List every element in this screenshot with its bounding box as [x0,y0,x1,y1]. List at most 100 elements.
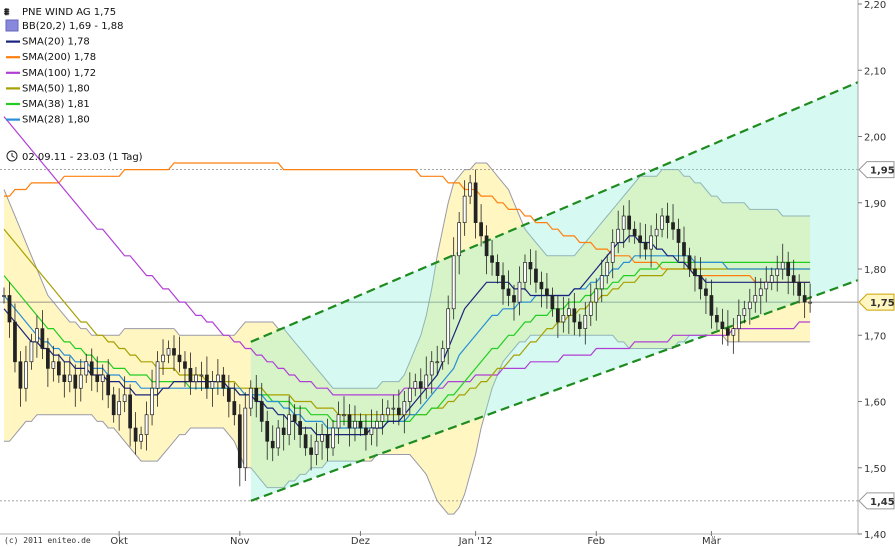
legend-item: SMA(50) 1,80 [6,83,90,94]
sma28-line [3,255,811,429]
candle [314,422,319,466]
candle [89,348,94,391]
last-price-tag-label: 1,75 [870,298,895,309]
candle-body [808,301,812,304]
candle [665,202,670,239]
candle [424,356,429,399]
candle [95,356,100,393]
candle-body [654,228,659,237]
candle [35,315,39,358]
candle-body [46,348,50,369]
candle-body [687,255,692,270]
legend-item: SMA(200) 1,78 [6,52,96,63]
candle [46,337,50,387]
candle-body [78,374,83,389]
grid-lines [0,169,858,502]
candle-body [446,308,451,349]
candle [78,359,83,402]
candle-body [473,182,478,223]
candle-body [13,321,17,363]
candle-body [775,268,780,276]
reference-tag-box [858,492,895,510]
candle [671,204,675,240]
candle [353,405,357,442]
candle-body [342,414,346,417]
y-tick-label: 2,00 [864,133,886,144]
candle-body [194,374,198,382]
candle-body [643,242,648,250]
x-tick-label: Mär [702,536,722,547]
bollinger-lower-line [4,334,811,515]
candle [599,259,604,303]
candle-body [292,414,297,422]
candle [161,339,165,375]
candle-body [424,374,429,389]
candle-body [731,328,736,336]
candle-body [435,361,440,364]
candle-body [276,427,281,449]
candle-body [758,288,763,296]
candle [797,274,802,304]
candle [539,271,544,308]
candle [698,257,703,300]
candle-body [155,361,160,389]
candle [802,282,807,319]
candle [791,259,796,296]
candle-body [29,341,34,363]
candle-body [512,295,516,303]
candle [342,396,346,426]
candle [396,389,401,426]
candle [605,254,610,284]
candle-body [462,195,467,223]
candle [259,382,264,432]
candle-body [671,222,675,230]
candle-body [501,275,505,290]
candle [237,404,242,487]
candle [369,409,374,446]
candle-body [451,255,456,310]
candle-body [764,281,769,290]
legend-label: SMA(28) 1,80 [22,115,90,126]
y-tick-label: 1,90 [864,199,886,210]
candle [704,278,708,315]
candle [183,351,187,387]
candle-body [331,427,335,449]
candle-body [375,421,379,429]
candle-body [610,242,615,263]
candle [561,296,566,333]
candle [111,386,116,423]
candle [375,410,379,447]
candle [106,359,111,409]
candle [572,292,577,336]
candle-body [523,262,527,283]
candle-body [111,394,116,416]
legend-label: SMA(38) 1,81 [22,99,90,110]
candle-body [495,262,500,276]
candle [309,434,313,471]
y-axis: 2,20 2,10 2,00 1,90 1,80 1,70 1,60 1,50 1,40 1,95… [857,0,895,547]
candle-body [704,288,708,296]
candle-body [166,348,171,356]
candle-body [62,374,67,382]
candle [769,267,774,291]
candle-body [270,440,275,449]
legend-label: SMA(50) 1,80 [22,83,90,94]
candle [588,283,593,326]
candle-body [210,381,215,389]
y-tick-label: 1,80 [864,265,886,276]
candle [621,205,626,248]
candle-body [769,275,774,283]
candle-body [726,328,730,336]
candle [243,392,248,481]
candle [303,426,308,456]
candle-body [161,354,165,363]
legend-label: SMA(200) 1,78 [22,52,96,63]
sma50-line [3,228,811,416]
candle [281,414,286,451]
candle-body [150,387,154,416]
candle [534,250,538,293]
candle [166,340,171,364]
candle [780,243,785,280]
candle [402,390,407,434]
chart-title: PNE WIND AG 1,75 [22,7,116,18]
